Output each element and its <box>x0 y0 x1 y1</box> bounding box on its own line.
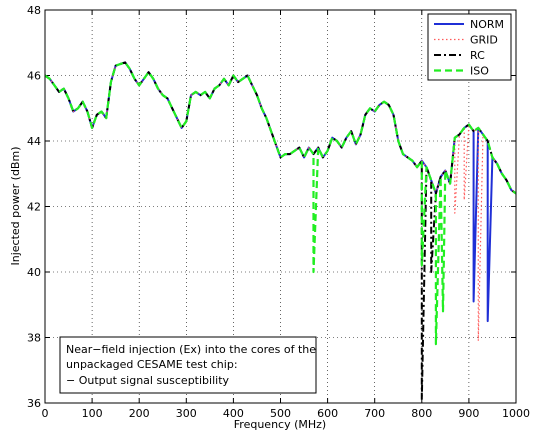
x-tick-label: 400 <box>223 407 244 420</box>
x-tick-label: 100 <box>82 407 103 420</box>
annotation-box: Near−field injection (Ex) into the cores… <box>59 336 317 394</box>
series-line-iso <box>44 61 517 346</box>
x-tick-label: 700 <box>364 407 385 420</box>
legend-label-grid: GRID <box>470 34 498 47</box>
y-tick-label: 42 <box>27 201 41 214</box>
x-tick-label: 0 <box>42 407 49 420</box>
series-group <box>44 61 517 401</box>
x-tick-label: 200 <box>129 407 150 420</box>
y-axis-label: Injected power (dBm) <box>9 147 22 266</box>
x-tick-label: 1000 <box>502 407 530 420</box>
x-tick-label: 300 <box>176 407 197 420</box>
legend-label-norm: NORM <box>470 18 504 31</box>
y-tick-label: 46 <box>27 70 41 83</box>
x-tick-label: 900 <box>458 407 479 420</box>
axis-ticks: 0 100 200 300 400 500 600 700 800 900 1000 36 38 40 42… <box>27 4 530 420</box>
x-tick-label: 800 <box>411 407 432 420</box>
annotation-line-1: Near−field injection (Ex) into the cores… <box>66 343 316 356</box>
plot-border <box>44 9 517 404</box>
y-tick-label: 44 <box>27 135 41 148</box>
annotation-line-2: unpackaged CESAME test chip: <box>66 358 238 371</box>
annotation-line-3: − Output signal susceptibility <box>66 374 230 387</box>
legend-label-iso: ISO <box>470 65 489 78</box>
legend-label-rc: RC <box>470 49 485 62</box>
x-tick-label: 600 <box>317 407 338 420</box>
legend: NORM GRID RC ISO <box>427 13 512 81</box>
y-tick-label: 38 <box>27 332 41 345</box>
y-tick-label: 40 <box>27 266 41 279</box>
y-tick-label: 36 <box>27 397 41 410</box>
x-axis-label: Frequency (MHz) <box>234 418 326 431</box>
y-tick-label: 48 <box>27 4 41 17</box>
x-tick-label: 500 <box>270 407 291 420</box>
